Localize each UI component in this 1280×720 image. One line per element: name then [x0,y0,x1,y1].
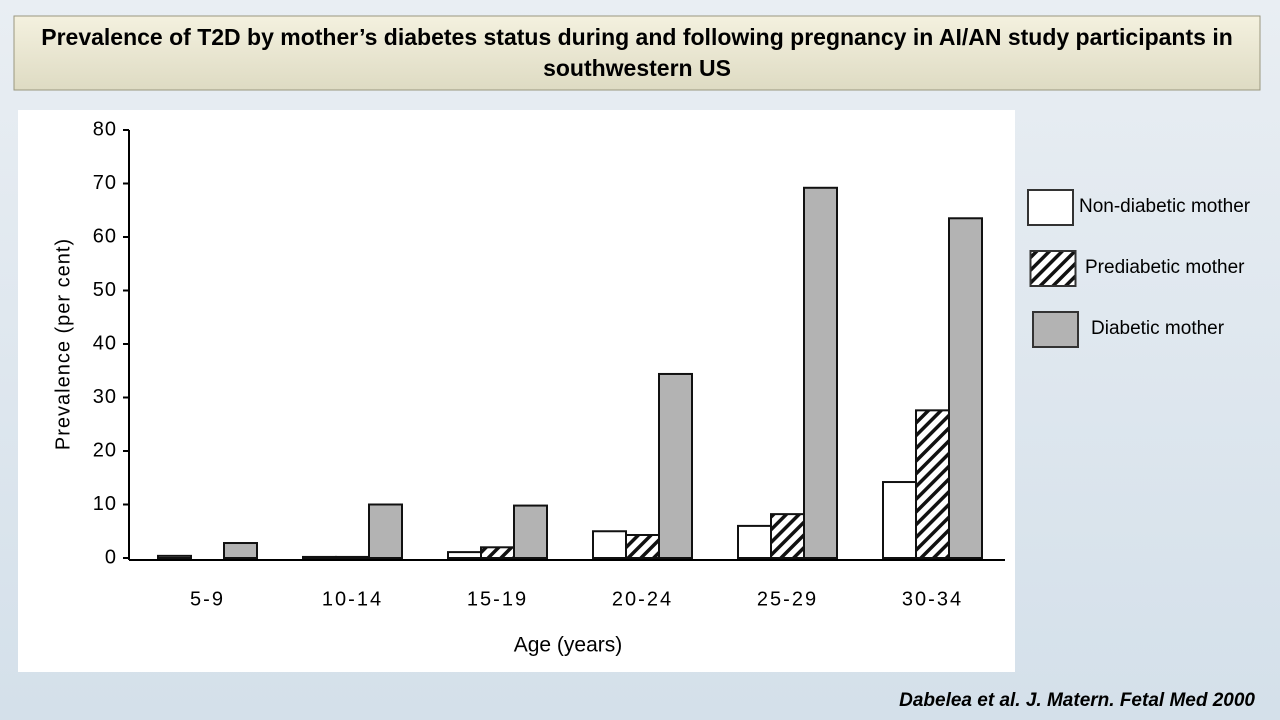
legend-swatch [1029,250,1077,287]
bar [737,524,772,560]
bar [368,503,403,559]
legend-label: Diabetic mother [1091,318,1225,339]
source-citation: Dabelea et al. J. Matern. Fetal Med 2000 [899,690,1255,711]
bar [157,554,192,559]
x-tick-label: 25-29 [757,588,818,610]
bar [803,186,838,559]
bar [480,546,515,559]
bar [302,555,337,559]
y-axis-label: Prevalence (per cent) [52,238,74,450]
chart-title: Prevalence of T2D by mother’s diabetes s… [41,24,1233,81]
y-tick-label: 50 [93,279,117,301]
x-axis-label: Age (years) [514,634,623,657]
y-tick-label: 80 [93,118,117,140]
y-tick-label: 20 [93,439,117,461]
y-tick-label: 60 [93,225,117,247]
legend-swatch [1032,311,1079,348]
bar [882,481,917,559]
title-box [13,15,1261,91]
legend-label: Non-diabetic mother [1079,196,1251,217]
y-tick-label: 30 [93,386,117,408]
bar [625,533,660,559]
legend: Non-diabetic mother Prediabetic mother Dia… [1027,189,1251,348]
y-tick-label: 40 [93,332,117,354]
bar [447,551,482,559]
bar [770,513,805,560]
x-tick-label: 30-34 [902,588,963,610]
bar [513,504,548,560]
x-tick-label: 10-14 [322,588,383,610]
chart-area [18,110,1015,672]
bar [335,555,370,559]
bar [915,409,950,559]
bar [592,530,627,559]
bar [658,372,693,559]
x-tick-label: 5-9 [190,588,225,610]
y-tick-label: 0 [105,546,117,568]
x-tick-label: 15-19 [467,588,528,610]
title-holder: Prevalence of T2D by mother’s diabetes s… [41,24,1233,81]
bar [948,217,983,559]
legend-label: Prediabetic mother [1085,257,1245,278]
y-tick-label: 70 [93,172,117,194]
y-tick-label: 10 [93,493,117,515]
x-tick-label: 20-24 [612,588,673,610]
legend-swatch [1027,189,1074,226]
bar [223,542,258,560]
